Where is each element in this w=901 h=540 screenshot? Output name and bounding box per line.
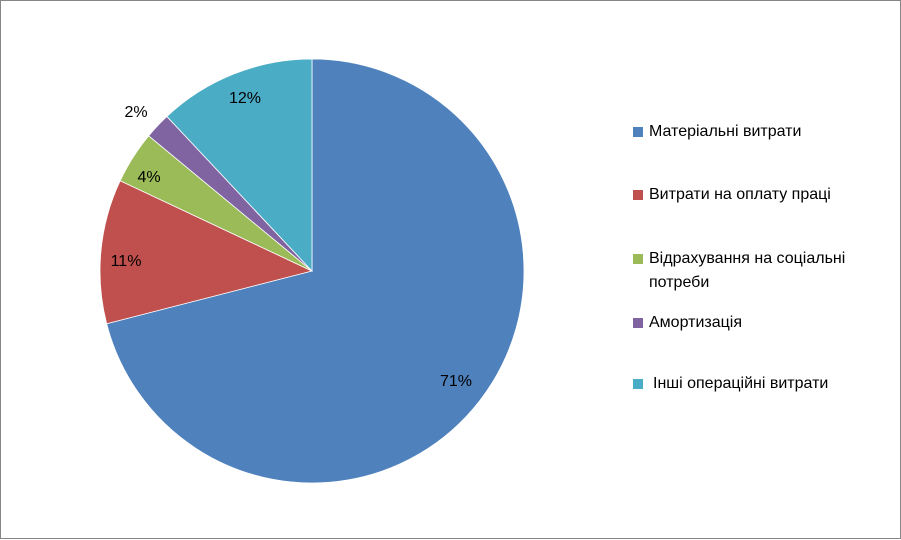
data-label-amortization: 2% [124, 104, 148, 121]
legend-label: Амортизація [649, 314, 742, 331]
legend-label: Відрахування на соціальні потреби [649, 250, 846, 291]
legend-swatch [633, 318, 643, 328]
slice-labor [99, 180, 314, 325]
slice-material [106, 58, 525, 484]
legend-swatch [633, 190, 643, 200]
legend-swatch [633, 254, 643, 264]
legend-swatch [633, 379, 643, 389]
legend-swatch [633, 127, 643, 137]
data-label-material: 71% [439, 373, 473, 390]
data-label-social: 4% [137, 169, 161, 186]
legend-label: Витрати на оплату праці [649, 186, 831, 203]
data-label-other: 12% [228, 90, 262, 107]
legend-label: Матеріальні витрати [649, 123, 802, 140]
data-label-labor: 11% [110, 253, 142, 270]
slice-other [166, 58, 313, 273]
legend-label: Інші операційні витрати [653, 375, 829, 392]
